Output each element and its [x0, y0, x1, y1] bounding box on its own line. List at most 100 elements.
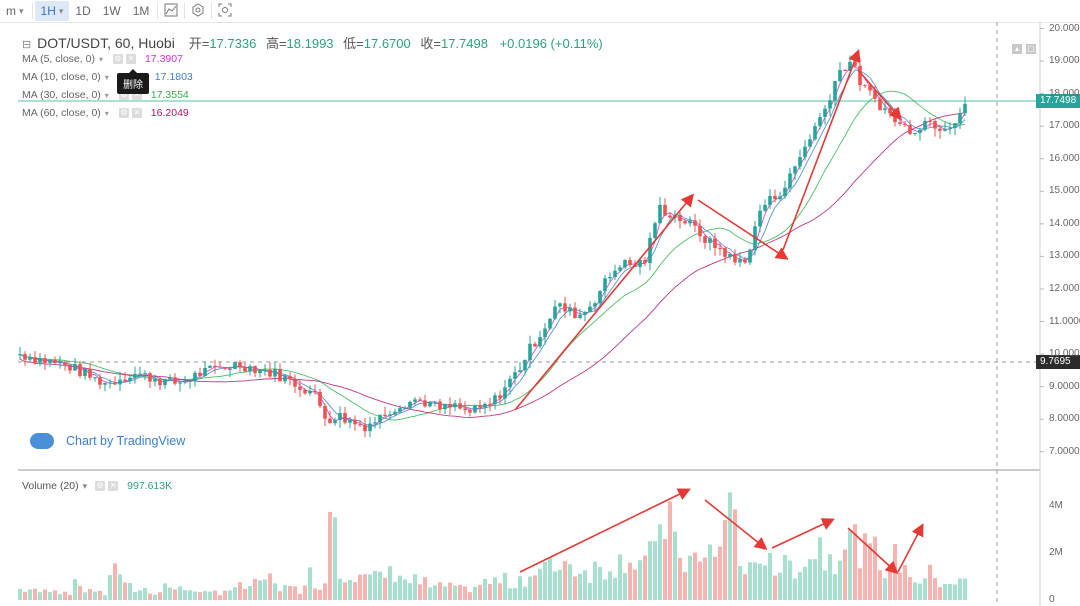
ma60-settings-icon[interactable]: ⚙ [118, 108, 129, 118]
volume-bar [863, 533, 867, 600]
chevron-down-icon[interactable]: ▾ [104, 108, 109, 118]
pane-maximize-icon[interactable]: ▢ [1026, 44, 1036, 54]
candle-body [378, 414, 382, 423]
ma30-close-icon[interactable]: ✕ [131, 90, 142, 100]
candle-body [933, 121, 937, 129]
candle-body [48, 359, 52, 363]
chevron-down-icon[interactable]: ▾ [104, 90, 109, 100]
candle-body [173, 377, 177, 384]
volume-bar [23, 591, 27, 600]
candle-body [323, 406, 327, 419]
ma5-settings-icon[interactable]: ⚙ [112, 54, 123, 64]
trend-arrow [771, 518, 835, 549]
toolbar-divider [211, 3, 213, 19]
ma60-close-icon[interactable]: ✕ [131, 108, 142, 118]
candle-body [508, 378, 512, 388]
candle-body [63, 362, 67, 365]
candle-body [148, 373, 152, 382]
ma10-label: MA (10, close, 0) [22, 71, 101, 83]
candle-body [568, 307, 572, 312]
candle-body [68, 364, 72, 371]
candle-body [488, 403, 492, 405]
volume-bar [938, 587, 942, 600]
ma30-settings-icon[interactable]: ⚙ [118, 90, 129, 100]
volume-label: Volume (20) [22, 480, 79, 492]
chevron-down-icon[interactable]: ▾ [104, 72, 109, 82]
candle-body [868, 85, 872, 91]
volume-settings-icon[interactable]: ⚙ [95, 481, 106, 491]
low-value: 17.6700 [363, 36, 411, 51]
candle-body [373, 422, 377, 424]
candle-body [358, 424, 362, 426]
candle-body [398, 408, 402, 412]
volume-bar [493, 577, 497, 600]
volume-close-icon[interactable]: ✕ [108, 481, 119, 491]
volume-bar [38, 592, 42, 600]
y-tick-label: 20.0000 [1049, 22, 1080, 34]
volume-bar [78, 585, 82, 600]
screenshot-icon[interactable] [214, 3, 236, 20]
candle-body [413, 399, 417, 402]
ma60-legend[interactable]: MA (60, close, 0) ▾ ⚙ ✕ 16.2049 [22, 107, 189, 119]
volume-bar [633, 569, 637, 600]
collapse-icon[interactable]: ⊟ [22, 39, 32, 51]
chevron-down-icon[interactable]: ▾ [82, 480, 88, 491]
volume-bar [643, 555, 647, 600]
volume-bar [273, 583, 277, 600]
candle-body [823, 108, 827, 117]
symbol-title: DOT/USDT, 60, Huobi [37, 35, 175, 51]
candle-body [688, 220, 692, 224]
candle-body [208, 365, 212, 368]
candle-body [198, 372, 202, 376]
chart-toolbar: m ▾ 1H ▾ 1D 1W 1M [0, 0, 1080, 23]
candle-body [243, 367, 247, 372]
volume-bar [258, 580, 262, 600]
volume-bar [708, 544, 712, 600]
candle-body [503, 387, 507, 399]
candle-body [663, 204, 667, 216]
volume-bar [88, 588, 92, 600]
volume-bar [378, 571, 382, 600]
candle-body [763, 204, 767, 211]
ma10-legend[interactable]: MA (10, close, 0) ▾ 17.1803 [22, 71, 193, 83]
candle-body [88, 368, 92, 378]
interval-minutes-button[interactable]: m ▾ [0, 1, 30, 21]
candle-body [238, 362, 242, 368]
ma-line-60 [19, 112, 966, 419]
volume-bar [498, 583, 502, 600]
indicator-icon[interactable] [160, 3, 182, 20]
ma5-close-icon[interactable]: ✕ [125, 54, 136, 64]
tradingview-attribution[interactable]: Chart by TradingView [30, 433, 185, 449]
trend-arrows [514, 49, 924, 575]
interval-1d-button[interactable]: 1D [75, 4, 91, 18]
candle-body [563, 303, 567, 312]
ma5-legend[interactable]: MA (5, close, 0) ▾ ⚙ ✕ 17.3907 [22, 53, 183, 65]
candle-body [573, 307, 577, 318]
candle-body [343, 412, 347, 423]
interval-1h-button[interactable]: 1H ▾ [34, 1, 70, 21]
volume-bar [18, 588, 22, 600]
volume-bar [348, 580, 352, 600]
candle-body [273, 368, 277, 377]
pane-up-icon[interactable]: ▴ [1012, 44, 1022, 54]
candle-body [333, 420, 337, 424]
volume-bar [328, 511, 332, 600]
volume-bar [673, 531, 677, 600]
candle-body [703, 236, 707, 243]
settings-icon[interactable] [187, 2, 209, 20]
volume-bar [238, 582, 242, 600]
interval-1w-button[interactable]: 1W [102, 4, 121, 18]
candle-body [773, 196, 777, 200]
interval-1m-button[interactable]: 1M [132, 4, 150, 18]
volume-bar [858, 568, 862, 600]
volume-legend[interactable]: Volume (20) ▾ ⚙ ✕ 997.613K [22, 480, 172, 492]
volume-bar [313, 588, 317, 600]
volume-bar [898, 572, 902, 600]
chevron-down-icon[interactable]: ▾ [98, 54, 103, 64]
candle-body [28, 357, 32, 360]
candle-body [138, 373, 142, 375]
volume-bar [318, 589, 322, 600]
ma30-legend[interactable]: MA (30, close, 0) ▾ ⚙ ✕ 17.3554 [22, 89, 189, 101]
volume-bar [208, 591, 212, 600]
